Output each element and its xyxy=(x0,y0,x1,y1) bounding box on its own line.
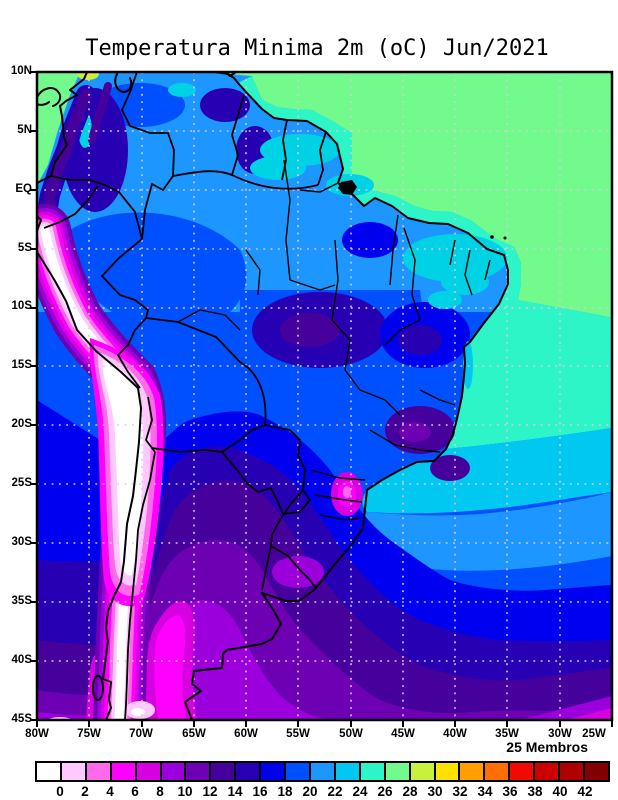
colorbar-cell xyxy=(508,763,534,780)
colorbar-cell xyxy=(408,763,434,780)
colorbar-cell xyxy=(483,763,509,780)
lon-label: 45W xyxy=(391,728,415,740)
field-patagonia-magenta xyxy=(154,615,186,720)
field-atlantic-green xyxy=(205,72,612,318)
lat-label: 40S xyxy=(11,654,32,666)
colorbar-cell xyxy=(159,763,185,780)
field-pacific-green xyxy=(37,72,80,185)
colorbar-label: 2 xyxy=(81,784,89,799)
country-borders xyxy=(43,72,327,720)
colorbar-label: 32 xyxy=(452,784,468,799)
island-dot xyxy=(490,235,494,239)
colorbar-label: 18 xyxy=(277,784,293,799)
colorbar-label: 24 xyxy=(352,784,368,799)
colorbar-label: 8 xyxy=(156,784,164,799)
lat-label: 20S xyxy=(11,418,32,430)
lat-label: 5S xyxy=(17,242,32,254)
island-dot xyxy=(503,236,507,240)
lat-label: EQ xyxy=(15,183,32,195)
colorbar-label: 16 xyxy=(252,784,268,799)
colorbar-cell xyxy=(184,763,210,780)
colorbar xyxy=(35,761,610,782)
gridlines xyxy=(37,72,612,720)
map-canvas xyxy=(30,70,614,727)
lat-label: 30S xyxy=(11,536,32,548)
lat-label: 45S xyxy=(11,713,32,725)
colorbar-cell xyxy=(234,763,260,780)
lon-label: 70W xyxy=(129,728,153,740)
axis-ticks xyxy=(30,71,613,727)
colorbar-cell xyxy=(333,763,359,780)
colorbar-cell xyxy=(284,763,309,780)
colorbar-label: 40 xyxy=(552,784,568,799)
lon-label: 35W xyxy=(495,728,519,740)
colorbar-label: 30 xyxy=(427,784,443,799)
andes-white-core xyxy=(102,360,144,576)
colorbar-cell xyxy=(59,763,85,780)
lon-label: 30W xyxy=(548,728,572,740)
lat-label: 15S xyxy=(11,359,32,371)
colorbar-label: 36 xyxy=(502,784,518,799)
colorbar-label: 38 xyxy=(527,784,543,799)
field-cyan-band xyxy=(362,428,612,514)
lat-label: 5N xyxy=(17,124,32,136)
colorbar-label: 4 xyxy=(106,784,114,799)
lon-label: 80W xyxy=(25,728,49,740)
lat-label: 10S xyxy=(11,300,32,312)
colorbar-label: 0 xyxy=(56,784,64,799)
lon-label: 75W xyxy=(77,728,101,740)
colorbar-label: 34 xyxy=(477,784,493,799)
ensemble-members-label: 25 Membros xyxy=(506,739,588,755)
colorbar-cell xyxy=(358,763,384,780)
colorbar-cell xyxy=(582,763,608,780)
colorbar-label: 10 xyxy=(177,784,193,799)
field-se-corner-magenta xyxy=(566,708,612,720)
colorbar-cell xyxy=(433,763,459,780)
field-cordillera-streak xyxy=(39,89,92,231)
temperature-field xyxy=(37,72,612,720)
lon-label: 40W xyxy=(443,728,467,740)
field-west-amazon xyxy=(68,212,247,330)
plot-frame xyxy=(35,70,614,722)
field-turquoise-band xyxy=(238,76,612,449)
colorbar-cell xyxy=(209,763,235,780)
colorbar-label: 26 xyxy=(377,784,393,799)
coastline xyxy=(37,72,509,720)
lat-label: 10N xyxy=(10,65,32,77)
colorbar-label: 42 xyxy=(577,784,593,799)
field-ne-cyan xyxy=(403,234,507,282)
colorbar-cell xyxy=(109,763,135,780)
colorbar-label: 22 xyxy=(327,784,343,799)
colorbar-cell xyxy=(558,763,583,780)
lat-label: 35S xyxy=(11,595,32,607)
state-borders xyxy=(177,159,491,521)
colorbar-label: 20 xyxy=(302,784,318,799)
colorbar-cell xyxy=(37,763,60,780)
colorbar-cell xyxy=(458,763,484,780)
lon-label: 60W xyxy=(234,728,258,740)
colorbar-label: 12 xyxy=(202,784,218,799)
marajo-mark xyxy=(338,180,357,195)
colorbar-label: 14 xyxy=(227,784,243,799)
chart-title: Temperatura Minima 2m (oC) Jun/2021 xyxy=(85,36,549,61)
lon-label: 55W xyxy=(286,728,310,740)
colorbar-cell xyxy=(84,763,110,780)
colorbar-cell xyxy=(383,763,409,780)
colorbar-cell xyxy=(308,763,334,780)
colorbar-label: 28 xyxy=(402,784,418,799)
colorbar-cell xyxy=(259,763,285,780)
lon-label: 25W xyxy=(582,728,606,740)
colorbar-cell xyxy=(533,763,559,780)
colorbar-cell xyxy=(134,763,160,780)
colorbar-label: 6 xyxy=(131,784,139,799)
lat-label: 25S xyxy=(11,477,32,489)
lon-label: 50W xyxy=(339,728,363,740)
lon-label: 65W xyxy=(182,728,206,740)
